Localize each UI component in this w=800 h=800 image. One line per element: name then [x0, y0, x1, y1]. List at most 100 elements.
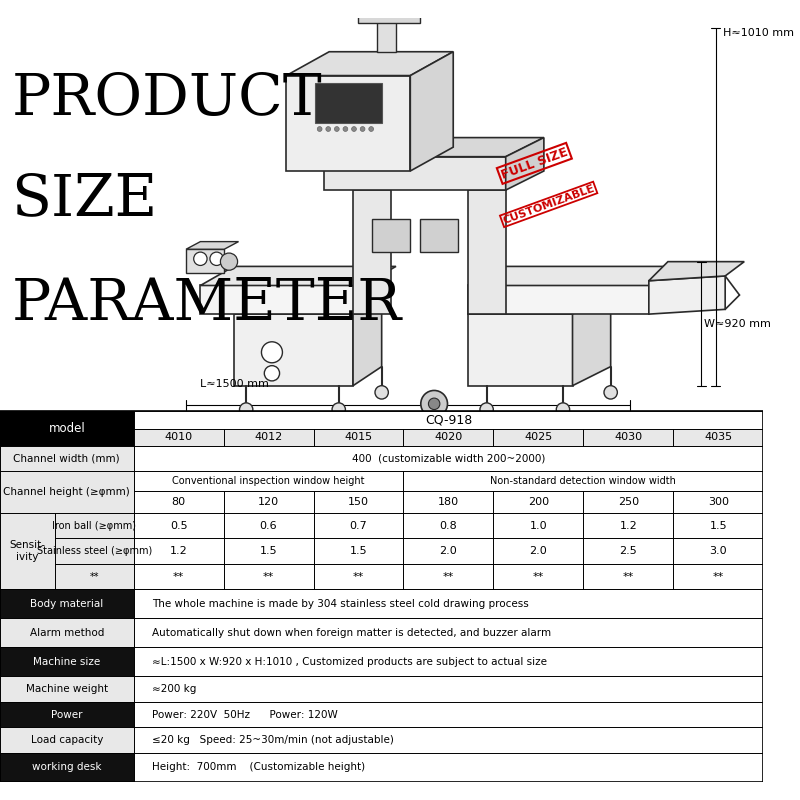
Polygon shape: [467, 190, 506, 314]
Text: **: **: [622, 571, 634, 582]
Bar: [494, 513, 583, 538]
Bar: [223, 513, 314, 538]
Bar: [314, 538, 403, 564]
Polygon shape: [372, 218, 410, 252]
Circle shape: [221, 253, 238, 270]
Bar: [134, 429, 223, 446]
Text: Automatically shut down when foreign matter is detected, and buzzer alarm: Automatically shut down when foreign mat…: [153, 628, 552, 638]
Circle shape: [480, 403, 494, 416]
Bar: [134, 647, 763, 677]
Bar: [403, 538, 494, 564]
Bar: [403, 513, 494, 538]
Text: **: **: [90, 571, 99, 582]
Bar: [0, 647, 134, 677]
Text: 0.6: 0.6: [260, 521, 278, 530]
Text: SIZE: SIZE: [11, 171, 158, 227]
Bar: [403, 513, 494, 538]
Text: 4020: 4020: [434, 432, 462, 442]
Circle shape: [334, 126, 339, 131]
Polygon shape: [234, 314, 353, 386]
Bar: [55, 538, 134, 564]
Bar: [55, 564, 134, 590]
Text: 2.0: 2.0: [439, 546, 458, 556]
Text: W≈920 mm: W≈920 mm: [704, 318, 771, 329]
Bar: [55, 513, 134, 538]
Bar: [134, 564, 223, 590]
Bar: [403, 564, 494, 590]
Polygon shape: [410, 52, 454, 171]
Circle shape: [360, 126, 365, 131]
Circle shape: [352, 126, 356, 131]
Text: 1.5: 1.5: [710, 521, 727, 530]
Bar: [494, 491, 583, 513]
Bar: [0, 677, 134, 702]
Bar: [134, 618, 763, 647]
Polygon shape: [325, 138, 544, 157]
Bar: [134, 538, 223, 564]
Bar: [0, 446, 134, 471]
Bar: [314, 538, 403, 564]
Bar: [0, 618, 134, 647]
Bar: [494, 538, 583, 564]
Text: 120: 120: [258, 498, 279, 507]
Bar: [674, 429, 763, 446]
Text: 2.5: 2.5: [619, 546, 638, 556]
Text: FULL SIZE: FULL SIZE: [499, 146, 570, 182]
Circle shape: [369, 126, 374, 131]
Bar: [583, 564, 674, 590]
Polygon shape: [353, 295, 382, 386]
Bar: [223, 429, 314, 446]
Text: H≈1010 mm: H≈1010 mm: [723, 28, 794, 38]
Bar: [403, 429, 494, 446]
Bar: [314, 491, 403, 513]
Bar: [134, 491, 223, 513]
Bar: [0, 618, 134, 647]
Text: 4035: 4035: [704, 432, 733, 442]
Text: Machine weight: Machine weight: [26, 684, 108, 694]
Circle shape: [262, 342, 282, 362]
Bar: [0, 702, 134, 727]
Bar: [0, 753, 134, 782]
Bar: [314, 564, 403, 590]
Bar: [0, 702, 134, 727]
Circle shape: [326, 126, 330, 131]
Bar: [403, 471, 763, 491]
Bar: [314, 429, 403, 446]
Polygon shape: [358, 10, 420, 23]
Polygon shape: [200, 266, 396, 286]
Text: L≈1500 mm: L≈1500 mm: [200, 378, 270, 389]
Circle shape: [421, 390, 447, 417]
Text: 300: 300: [708, 498, 729, 507]
Bar: [0, 590, 134, 618]
Bar: [134, 564, 223, 590]
Text: working desk: working desk: [32, 762, 102, 772]
Polygon shape: [186, 250, 224, 273]
Bar: [674, 564, 763, 590]
Text: 1.5: 1.5: [350, 546, 367, 556]
Bar: [134, 702, 763, 727]
Bar: [0, 727, 134, 753]
Bar: [494, 513, 583, 538]
Text: 0.7: 0.7: [350, 521, 367, 530]
Bar: [0, 513, 55, 590]
Text: 0.8: 0.8: [439, 521, 458, 530]
Polygon shape: [200, 286, 362, 314]
Bar: [223, 564, 314, 590]
Text: Power: 220V  50Hz      Power: 120W: Power: 220V 50Hz Power: 120W: [153, 710, 338, 719]
Bar: [314, 564, 403, 590]
Text: 1.2: 1.2: [170, 546, 187, 556]
Bar: [0, 753, 134, 782]
Bar: [583, 491, 674, 513]
Text: Non-standard detection window width: Non-standard detection window width: [490, 476, 676, 486]
Polygon shape: [358, 1, 439, 10]
Polygon shape: [286, 52, 454, 75]
Text: ≈200 kg: ≈200 kg: [153, 684, 197, 694]
Bar: [494, 429, 583, 446]
Bar: [403, 471, 763, 491]
Circle shape: [375, 386, 388, 399]
Bar: [134, 491, 223, 513]
Bar: [134, 753, 763, 782]
Text: PARAMETER: PARAMETER: [11, 276, 402, 332]
Bar: [674, 429, 763, 446]
Polygon shape: [649, 262, 744, 281]
